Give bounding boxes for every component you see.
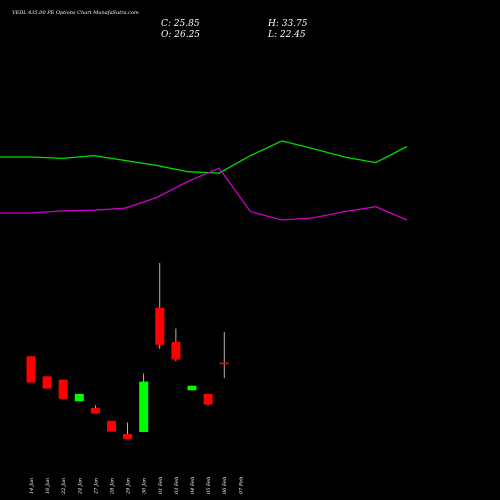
x-tick-label: 30 Jan — [142, 478, 148, 494]
candle-body — [139, 381, 149, 432]
candle-body — [187, 385, 197, 391]
x-tick-label: 16 Jan — [45, 478, 51, 494]
x-tick-label: 04 Feb — [190, 477, 196, 494]
series-line-1 — [0, 140, 408, 174]
candle-body — [107, 420, 116, 432]
candlesticks — [26, 263, 229, 439]
candle-body — [155, 308, 165, 345]
x-tick-label: 07 Feb — [238, 477, 244, 494]
candle-body — [26, 356, 36, 383]
candle-body — [74, 393, 84, 402]
x-tick-label: 06 Feb — [222, 477, 228, 494]
x-tick-label: 03 Feb — [174, 477, 180, 494]
x-tick-label: 05 Feb — [206, 477, 212, 494]
candle-body — [42, 376, 52, 389]
chart-title: VEDL 435.00 PE Options Chart MunafaSutra… — [12, 10, 139, 16]
candle-body — [203, 393, 213, 405]
x-tick-label: 14 Jan — [29, 478, 35, 494]
candle-body — [90, 407, 100, 414]
x-tick-label: 22 Jan — [61, 478, 67, 495]
x-tick-label: 29 Jan — [126, 478, 132, 495]
open-value: O: 26.25 — [161, 30, 200, 40]
candle-body — [171, 341, 181, 360]
low-value: L: 22.45 — [267, 30, 306, 40]
x-axis: 14 Jan 16 Jan 22 Jan 24 Jan 27 Jan 28 Jan 29 J… — [29, 477, 244, 495]
high-value: H: 33.75 — [267, 19, 308, 29]
candle-body — [123, 434, 133, 439]
x-tick-label: 01 Feb — [158, 477, 164, 494]
x-tick-label: 28 Jan — [110, 478, 116, 495]
candle-body — [58, 379, 68, 399]
series-line-2 — [0, 167, 408, 221]
x-tick-label: 27 Jan — [93, 478, 99, 495]
x-tick-label: 24 Jan — [77, 478, 83, 495]
indicator-lines — [0, 140, 408, 221]
close-value: C: 25.85 — [161, 19, 200, 29]
candle-body — [219, 362, 229, 365]
